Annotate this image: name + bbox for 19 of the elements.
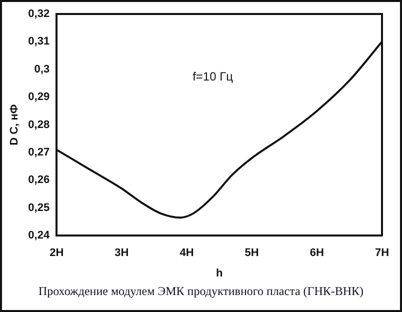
x-tick-label: 7H [374,247,390,260]
y-tick-label: 0,29 [28,91,50,104]
x-tick-label: 3H [114,247,129,260]
y-tick-label: 0,26 [28,174,50,186]
y-tick-label: 0,24 [28,230,50,242]
y-tick-label: 0,32 [28,8,50,20]
y-tick-label: 0,27 [28,146,50,159]
y-tick-label: 0,25 [28,202,50,214]
x-tick-label: 5H [244,247,259,260]
annotation: f=10 Гц [192,69,234,84]
text: Прохождение модулем ЭМК продуктивного пласта (ГНК-ВНК) [37,284,365,299]
x-tick-label: 6H [310,247,324,260]
y-tick-label: 0,3 [34,63,50,76]
x-axis-title: h [216,267,223,280]
y-tick-label: 0,28 [28,118,50,131]
x-tick-label: 2H [50,247,64,260]
y-tick-label: 0,31 [28,36,50,48]
x-tick-label: 4H [180,247,194,260]
y-axis-title: D C, нФ [8,104,21,146]
